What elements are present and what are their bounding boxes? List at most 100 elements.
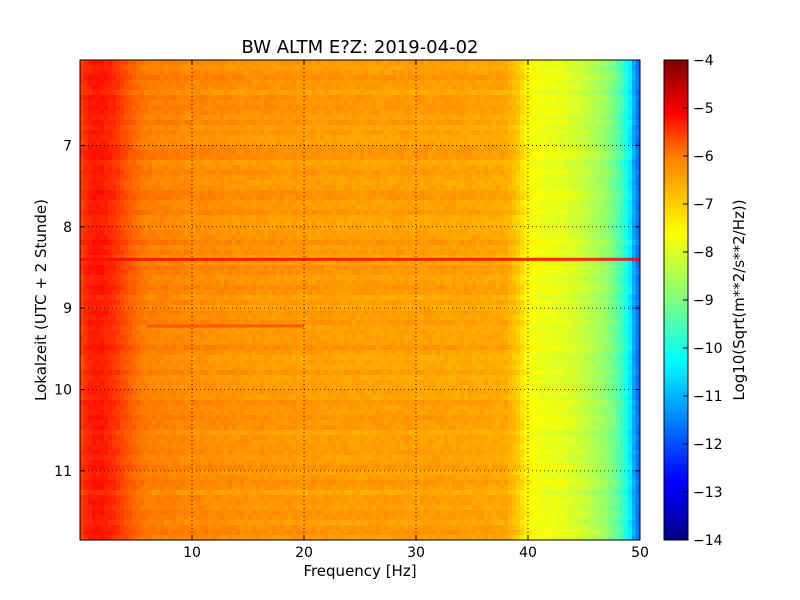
heatmap-cell: [144, 90, 149, 96]
heatmap-cell: [272, 65, 277, 71]
heatmap-cell: [548, 220, 553, 226]
heatmap-cell: [132, 140, 137, 146]
heatmap-cell: [288, 135, 293, 141]
heatmap-cell: [600, 220, 605, 226]
heatmap-cell: [596, 135, 601, 141]
heatmap-cell: [476, 65, 481, 71]
heatmap-cell: [104, 200, 109, 206]
heatmap-cell: [524, 65, 529, 71]
heatmap-cell: [168, 150, 173, 156]
heatmap-cell: [176, 185, 181, 191]
heatmap-cell: [112, 175, 117, 181]
heatmap-cell: [364, 75, 369, 81]
heatmap-cell: [284, 200, 289, 206]
heatmap-cell: [260, 225, 265, 231]
heatmap-cell: [404, 110, 409, 116]
heatmap-cell: [96, 175, 101, 181]
heatmap-cell: [404, 70, 409, 76]
heatmap-cell: [616, 165, 621, 171]
heatmap-cell: [548, 140, 553, 146]
heatmap-cell: [492, 205, 497, 211]
heatmap-cell: [140, 60, 145, 66]
heatmap-cell: [580, 65, 585, 71]
heatmap-cell: [420, 190, 425, 196]
heatmap-cell: [132, 145, 137, 151]
heatmap-cell: [328, 150, 333, 156]
heatmap-cell: [340, 200, 345, 206]
heatmap-cell: [232, 100, 237, 106]
heatmap-cell: [352, 180, 357, 186]
heatmap-cell: [560, 180, 565, 186]
heatmap-cell: [460, 170, 465, 176]
heatmap-cell: [400, 170, 405, 176]
heatmap-cell: [504, 180, 509, 186]
heatmap-cell: [464, 160, 469, 166]
heatmap-cell: [636, 165, 641, 171]
heatmap-cell: [276, 160, 281, 166]
heatmap-cell: [348, 75, 353, 81]
heatmap-cell: [400, 160, 405, 166]
heatmap-cell: [440, 195, 445, 201]
heatmap-cell: [464, 75, 469, 81]
heatmap-cell: [136, 185, 141, 191]
heatmap-cell: [136, 180, 141, 186]
heatmap-cell: [552, 135, 557, 141]
heatmap-cell: [464, 135, 469, 141]
heatmap-cell: [248, 165, 253, 171]
heatmap-cell: [528, 195, 533, 201]
heatmap-cell: [128, 70, 133, 76]
heatmap-cell: [588, 190, 593, 196]
heatmap-cell: [232, 130, 237, 136]
heatmap-cell: [312, 145, 317, 151]
heatmap-cell: [396, 225, 401, 231]
heatmap-cell: [212, 205, 217, 211]
heatmap-cell: [228, 175, 233, 181]
heatmap-cell: [532, 220, 537, 226]
heatmap-cell: [272, 110, 277, 116]
heatmap-cell: [144, 215, 149, 221]
heatmap-cell: [260, 180, 265, 186]
heatmap-cell: [568, 225, 573, 231]
heatmap-cell: [480, 200, 485, 206]
heatmap-cell: [268, 70, 273, 76]
heatmap-cell: [260, 150, 265, 156]
heatmap-cell: [224, 235, 229, 241]
heatmap-cell: [400, 205, 405, 211]
heatmap-cell: [392, 220, 397, 226]
heatmap-cell: [632, 190, 637, 196]
heatmap-cell: [428, 200, 433, 206]
heatmap-cell: [292, 225, 297, 231]
heatmap-cell: [392, 230, 397, 236]
heatmap-cell: [520, 115, 525, 121]
heatmap-cell: [372, 235, 377, 241]
heatmap-cell: [148, 230, 153, 236]
heatmap-cell: [128, 235, 133, 241]
heatmap-cell: [136, 75, 141, 81]
heatmap-cell: [276, 195, 281, 201]
heatmap-cell: [252, 80, 257, 86]
heatmap-cell: [480, 140, 485, 146]
heatmap-cell: [512, 65, 517, 71]
heatmap-cell: [572, 140, 577, 146]
heatmap-cell: [416, 185, 421, 191]
heatmap-cell: [600, 140, 605, 146]
heatmap-cell: [120, 80, 125, 86]
heatmap-cell: [600, 125, 605, 131]
heatmap-cell: [308, 155, 313, 161]
heatmap-cell: [352, 65, 357, 71]
heatmap-cell: [276, 110, 281, 116]
heatmap-cell: [376, 130, 381, 136]
heatmap-cell: [84, 190, 89, 196]
heatmap-cell: [556, 215, 561, 221]
heatmap-cell: [452, 80, 457, 86]
heatmap-cell: [492, 60, 497, 66]
heatmap-cell: [304, 155, 309, 161]
heatmap-cell: [620, 60, 625, 66]
heatmap-cell: [100, 220, 105, 226]
heatmap-cell: [272, 225, 277, 231]
heatmap-cell: [304, 135, 309, 141]
heatmap-cell: [396, 135, 401, 141]
heatmap-cell: [280, 200, 285, 206]
heatmap-cell: [572, 180, 577, 186]
heatmap-cell: [364, 190, 369, 196]
